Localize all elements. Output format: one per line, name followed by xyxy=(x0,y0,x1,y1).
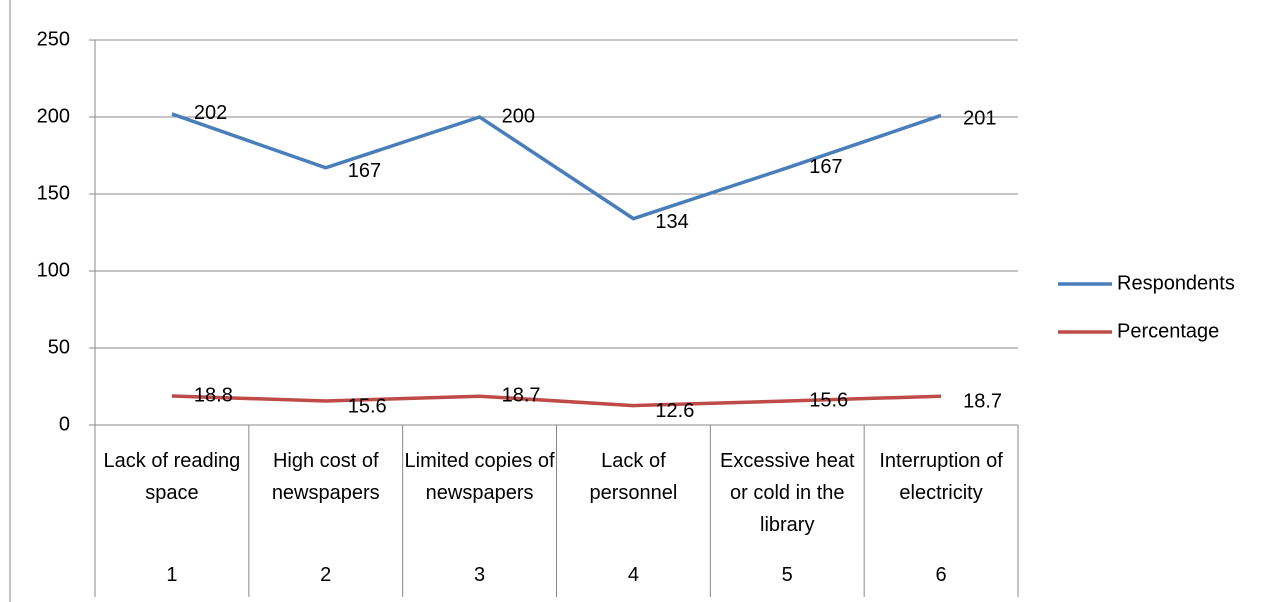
y-tick-label: 250 xyxy=(37,28,70,50)
data-label: 12.6 xyxy=(655,400,694,422)
y-tick-label: 50 xyxy=(48,336,70,358)
data-label: 202 xyxy=(194,102,227,124)
data-label: 18.7 xyxy=(963,390,1002,412)
legend-label: Percentage xyxy=(1117,320,1219,342)
y-tick-label: 100 xyxy=(37,259,70,281)
data-label: 15.6 xyxy=(348,395,387,417)
y-tick-label: 150 xyxy=(37,182,70,204)
x-tick-label: Lack of personnel xyxy=(589,450,678,504)
data-label: 167 xyxy=(809,156,842,178)
x-group-label: 4 xyxy=(627,564,639,586)
x-group-label: 5 xyxy=(781,564,793,586)
x-group-label: 6 xyxy=(935,564,947,586)
x-tick-label: High cost of newspapers xyxy=(271,450,380,504)
data-label: 167 xyxy=(348,160,381,182)
y-tick-label: 0 xyxy=(59,413,70,435)
series-line xyxy=(171,394,942,408)
data-label: 201 xyxy=(963,108,996,130)
series-line xyxy=(171,112,942,221)
x-group-label: 1 xyxy=(166,564,178,586)
legend-label: Respondents xyxy=(1117,272,1235,294)
data-label: 15.6 xyxy=(809,389,848,411)
data-label: 18.8 xyxy=(194,384,233,406)
x-tick-label: Limited copies of newspapers xyxy=(404,450,555,504)
y-tick-label: 200 xyxy=(37,105,70,127)
x-group-label: 3 xyxy=(474,564,486,586)
x-tick-label: Lack of reading space xyxy=(103,450,241,504)
data-label: 134 xyxy=(655,211,688,233)
x-tick-label: Interruption of electricity xyxy=(879,450,1003,504)
data-label: 200 xyxy=(502,105,535,127)
x-group-label: 2 xyxy=(320,564,332,586)
data-label: 18.7 xyxy=(502,384,541,406)
x-tick-label: Excessive heat or cold in the library xyxy=(719,450,855,536)
